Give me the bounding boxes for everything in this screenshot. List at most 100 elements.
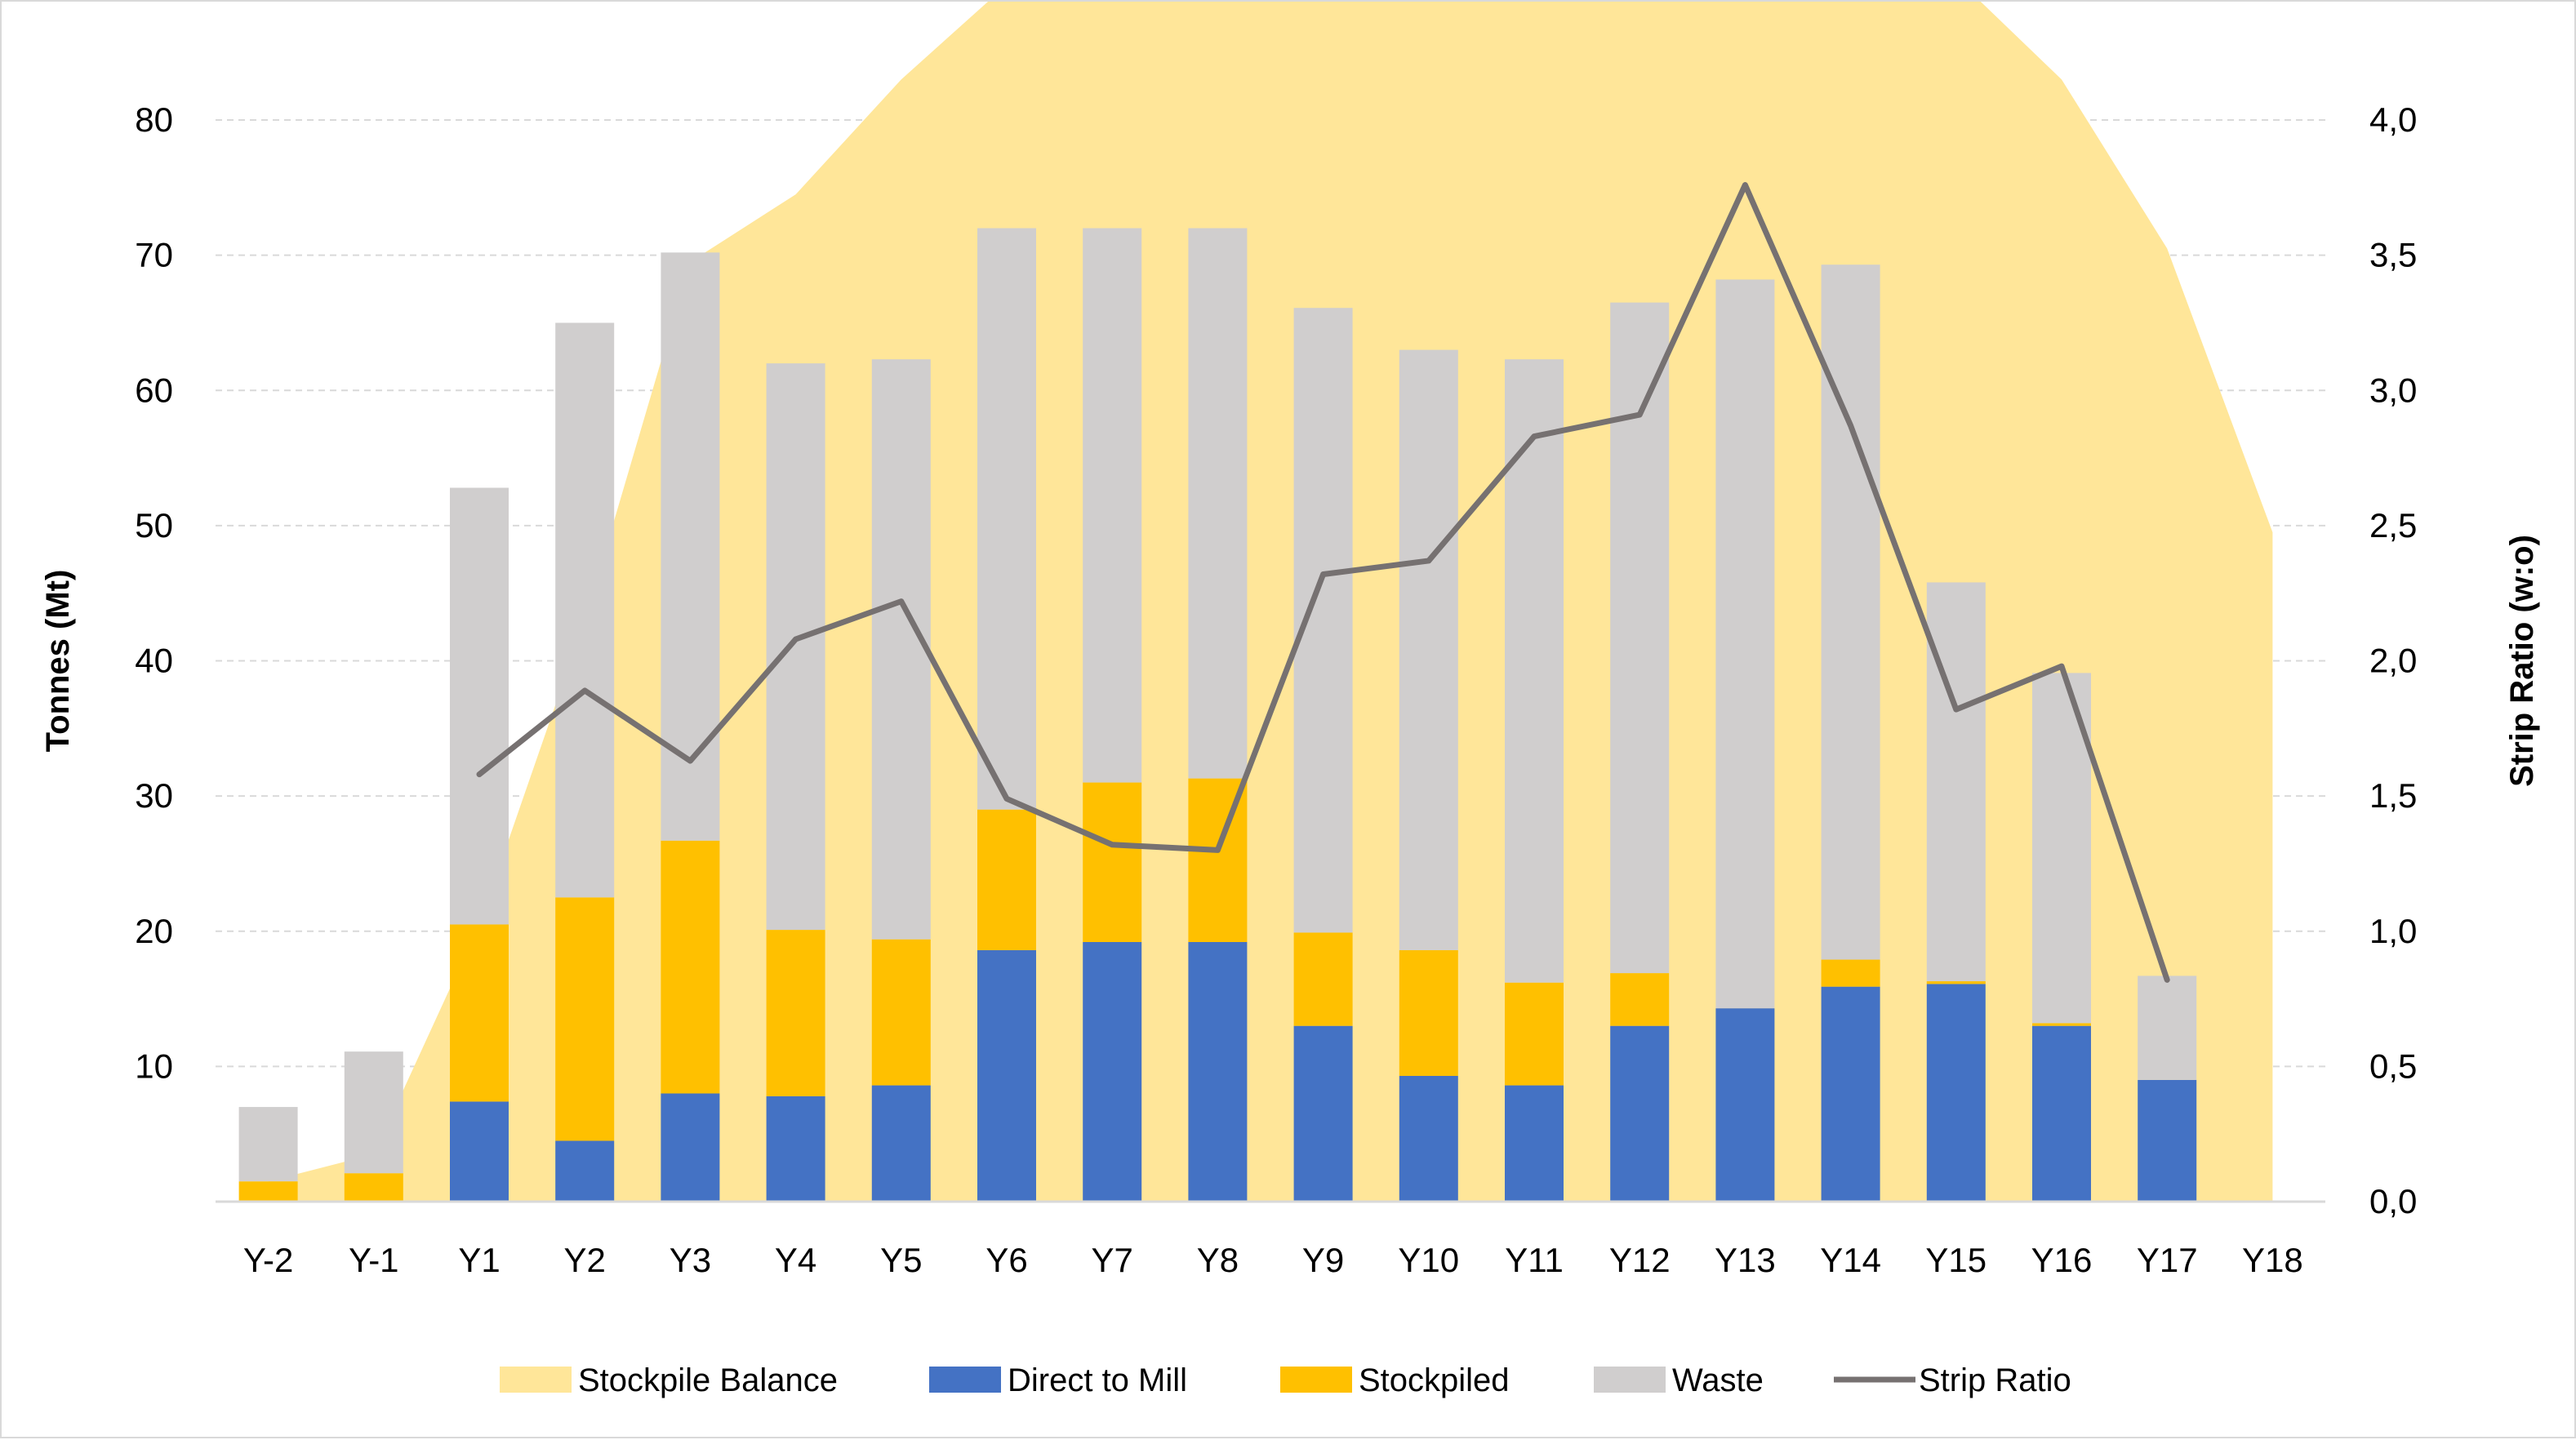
y-tick-label: 10: [135, 1047, 173, 1085]
x-tick-label: Y6: [985, 1241, 1027, 1279]
bar-stockpiled-y1: [450, 924, 509, 1102]
legend-label-stockpiled: Stockpiled: [1359, 1362, 1510, 1398]
bar-waste-y15: [1926, 582, 1986, 982]
bar-direct-to-mill-y2: [555, 1140, 615, 1202]
bar-stockpiled-y2: [555, 897, 615, 1141]
x-tick-label: Y-2: [243, 1241, 294, 1279]
bar-waste-y14: [1821, 264, 1880, 960]
bar-stockpiled-y16: [2032, 1023, 2091, 1026]
axes: 10 20 30 40 50 60 70 80 0,0 0,5 1,0 1,5 2,0 2,5 3,0 3,5…: [40, 100, 2540, 1279]
y2-tick-label: 1,5: [2369, 776, 2417, 815]
bar-direct-to-mill-y9: [1293, 1025, 1353, 1202]
bar-waste-y8: [1188, 228, 1248, 779]
bar-stockpiled-y12: [1610, 973, 1670, 1026]
bar-direct-to-mill-y10: [1399, 1075, 1458, 1202]
y2-tick-label: 1,0: [2369, 912, 2417, 950]
bar-direct-to-mill-y6: [977, 949, 1036, 1202]
bar-waste-y7: [1083, 228, 1142, 783]
strip-ratio-line: [476, 182, 2170, 983]
y-tick-label: 40: [135, 642, 173, 680]
bar-stockpiled-y7: [1083, 782, 1142, 942]
bar-stockpiled-y11: [1505, 982, 1564, 1086]
x-tick-label: Y-1: [349, 1241, 399, 1279]
bar-stockpiled-y-2: [238, 1181, 298, 1202]
bar-stockpiled-y15: [1926, 981, 1986, 984]
legend-swatch-waste: [1594, 1367, 1666, 1393]
y2-tick-label: 4,0: [2369, 100, 2417, 139]
x-tick-label: Y3: [670, 1241, 711, 1279]
bar-direct-to-mill-y16: [2032, 1025, 2091, 1202]
bar-stockpiled-y6: [977, 809, 1036, 950]
bar-stockpiled-y10: [1399, 949, 1458, 1076]
x-tick-label: Y9: [1302, 1241, 1344, 1279]
y2-tick-label: 2,0: [2369, 642, 2417, 680]
bar-waste-y10: [1399, 349, 1458, 950]
bar-waste-y12: [1610, 302, 1670, 974]
x-tick-label: Y17: [2137, 1241, 2198, 1279]
x-tick-label: Y16: [2031, 1241, 2093, 1279]
x-tick-label: Y2: [564, 1241, 606, 1279]
bar-waste-y1: [450, 487, 509, 925]
y2-tick-label: 2,5: [2369, 506, 2417, 544]
bar-direct-to-mill-y8: [1188, 942, 1248, 1202]
bar-waste-y6: [977, 228, 1036, 810]
y2-tick-label: 0,5: [2369, 1047, 2417, 1085]
y-tick-label: 70: [135, 236, 173, 274]
y-tick-label: 60: [135, 371, 173, 409]
y-tick-label: 20: [135, 912, 173, 950]
bar-waste-y2: [555, 322, 615, 898]
y2-tick-label: 0,0: [2369, 1182, 2417, 1220]
y2-tick-label: 3,5: [2369, 236, 2417, 274]
y-axis-title: Tonnes (Mt): [40, 570, 76, 753]
bar-direct-to-mill-y15: [1926, 984, 1986, 1202]
legend-label-strip-ratio: Strip Ratio: [1919, 1362, 2071, 1398]
bar-direct-to-mill-y7: [1083, 942, 1142, 1202]
bar-waste-y11: [1505, 359, 1564, 983]
legend-swatch-stockpile-balance: [500, 1367, 572, 1393]
bar-direct-to-mill-y1: [450, 1101, 509, 1202]
legend-swatch-direct-to-mill: [929, 1367, 1001, 1393]
y-tick-label: 50: [135, 506, 173, 544]
bar-direct-to-mill-y3: [661, 1093, 720, 1202]
bar-direct-to-mill-y14: [1821, 986, 1880, 1202]
bar-waste-y4: [766, 363, 825, 931]
y2-tick-label: 3,0: [2369, 371, 2417, 409]
x-tick-label: Y18: [2242, 1241, 2303, 1279]
bar-waste-y3: [661, 252, 720, 841]
bar-stockpiled-y4: [766, 930, 825, 1096]
y-tick-label: 80: [135, 100, 173, 139]
bar-direct-to-mill-y4: [766, 1096, 825, 1202]
bar-waste-y5: [871, 359, 931, 940]
bar-direct-to-mill-y17: [2138, 1079, 2197, 1202]
y-tick-label: 30: [135, 776, 173, 815]
x-tick-label: Y12: [1609, 1241, 1671, 1279]
y2-axis-title: Strip Ratio (w:o): [2504, 535, 2540, 787]
x-tick-label: Y13: [1715, 1241, 1776, 1279]
x-tick-label: Y8: [1197, 1241, 1239, 1279]
bar-waste-y-2: [238, 1107, 298, 1182]
legend-label-stockpile-balance: Stockpile Balance: [578, 1362, 838, 1398]
strip-ratio-line-layer: [476, 182, 2170, 983]
bar-stockpiled-y9: [1293, 932, 1353, 1026]
bar-waste-y17: [2138, 976, 2197, 1080]
bar-direct-to-mill-y13: [1715, 1008, 1775, 1202]
bar-waste-y13: [1715, 279, 1775, 1009]
x-tick-label: Y10: [1398, 1241, 1459, 1279]
bar-direct-to-mill-y5: [871, 1085, 931, 1202]
legend: Stockpile Balance Direct to Mill Stockpile…: [500, 1362, 2071, 1398]
x-tick-label: Y7: [1092, 1241, 1133, 1279]
x-tick-label: Y15: [1925, 1241, 1987, 1279]
bar-stockpiled-y-1: [344, 1173, 403, 1202]
legend-swatch-stockpiled: [1280, 1367, 1352, 1393]
x-tick-label: Y5: [880, 1241, 922, 1279]
x-tick-label: Y11: [1505, 1241, 1564, 1279]
x-tick-label: Y4: [775, 1241, 816, 1279]
bar-stockpiled-y14: [1821, 959, 1880, 987]
legend-label-direct-to-mill: Direct to Mill: [1008, 1362, 1187, 1398]
bar-stockpiled-y5: [871, 939, 931, 1086]
bar-direct-to-mill-y11: [1505, 1085, 1564, 1202]
bar-stockpiled-y3: [661, 840, 720, 1094]
bar-waste-y-1: [344, 1051, 403, 1174]
